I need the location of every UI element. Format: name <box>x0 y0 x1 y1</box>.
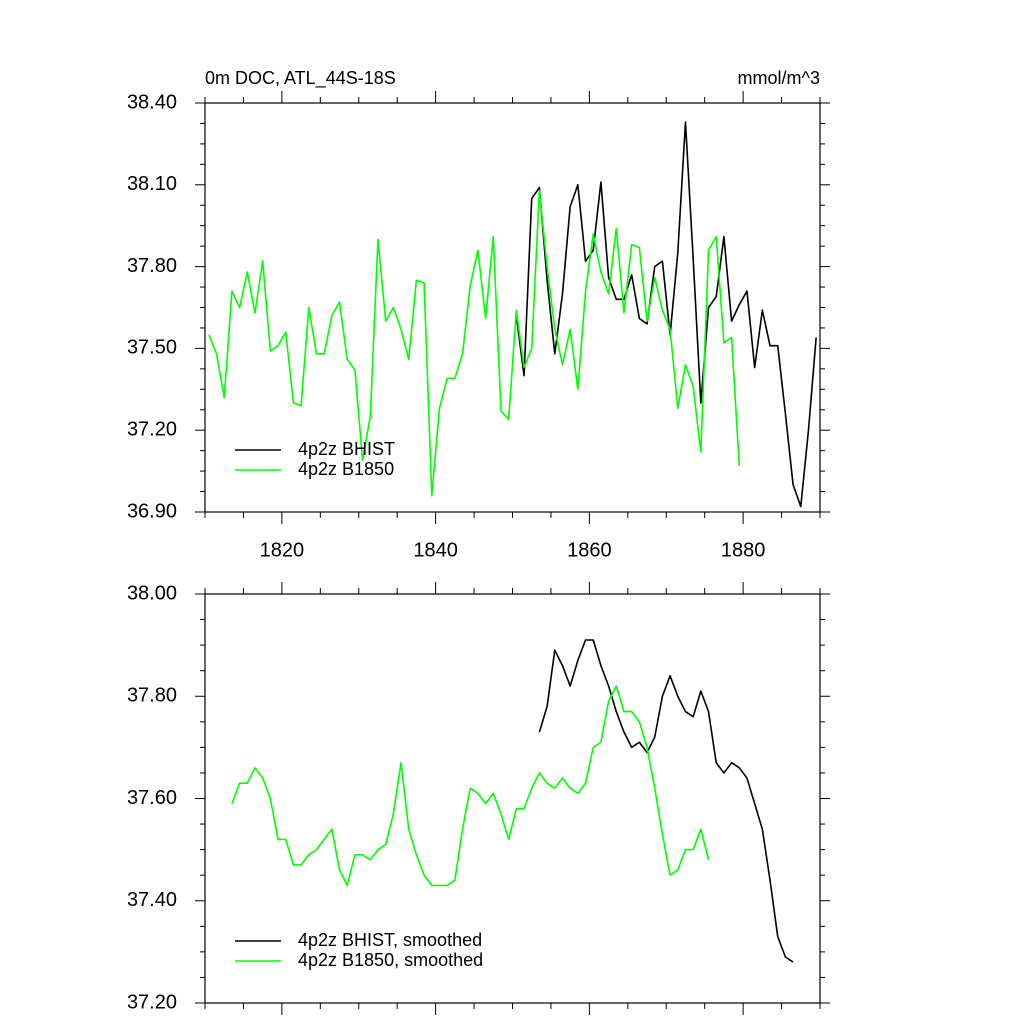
series-line <box>208 189 741 497</box>
y-tick-label: 37.40 <box>127 889 177 911</box>
x-tick-label: 1820 <box>260 539 305 561</box>
legend-label: 4p2z BHIST, smoothed <box>298 930 482 950</box>
legend-label: 4p2z B1850, smoothed <box>298 950 483 970</box>
y-tick-label: 37.80 <box>127 685 177 707</box>
y-tick-label: 37.20 <box>127 418 177 440</box>
x-tick-label: 1880 <box>721 539 766 561</box>
units-label: mmol/m^3 <box>738 68 820 88</box>
y-tick-label: 37.60 <box>127 787 177 809</box>
series-line <box>515 121 817 508</box>
series-line <box>538 639 794 963</box>
y-tick-label: 38.00 <box>127 582 177 604</box>
legend-label: 4p2z B1850 <box>298 459 394 479</box>
y-tick-label: 37.50 <box>127 337 177 359</box>
x-tick-label: 1860 <box>567 539 612 561</box>
y-tick-label: 37.80 <box>127 255 177 277</box>
series-line <box>231 685 710 887</box>
chart-title: 0m DOC, ATL_44S-18S <box>205 68 396 89</box>
y-tick-label: 37.20 <box>127 991 177 1013</box>
y-tick-label: 38.10 <box>127 173 177 195</box>
legend-label: 4p2z BHIST <box>298 439 395 459</box>
x-tick-label: 1840 <box>413 539 458 561</box>
y-tick-label: 36.90 <box>127 500 177 522</box>
y-tick-label: 38.40 <box>127 91 177 113</box>
